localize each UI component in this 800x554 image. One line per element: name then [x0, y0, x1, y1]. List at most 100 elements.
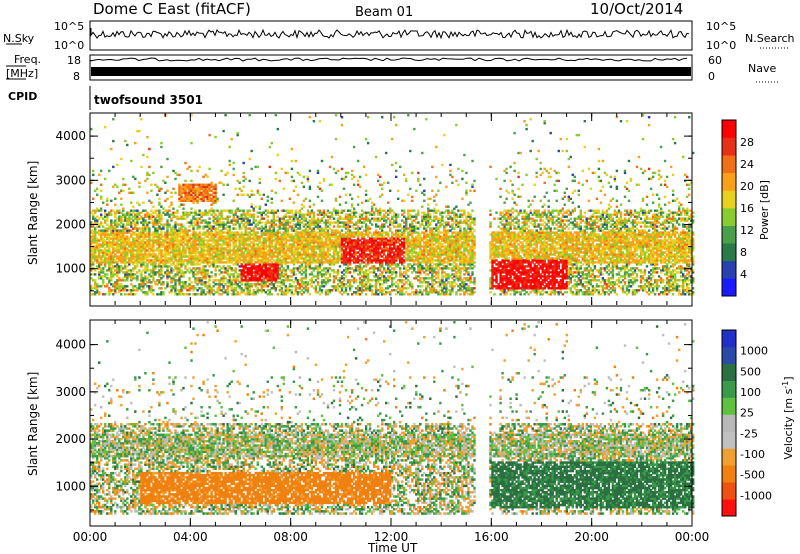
- power-cell: [194, 217, 197, 220]
- power-cell: [94, 279, 97, 282]
- power-cell: [262, 217, 265, 220]
- power-cell: [208, 133, 211, 137]
- power-cell: [94, 255, 97, 258]
- power-cell: [108, 241, 111, 244]
- power-cell: [114, 265, 117, 268]
- power-cell: [290, 289, 294, 292]
- power-cell: [114, 221, 117, 224]
- power-cell: [383, 181, 386, 184]
- power-cell: [134, 231, 137, 234]
- power-cell: [114, 269, 117, 272]
- power-cell: [98, 173, 101, 177]
- power-cell: [146, 135, 149, 139]
- power-cell: [98, 239, 101, 242]
- power-cell: [284, 209, 287, 212]
- power-cell: [112, 273, 115, 276]
- power-cell: [336, 169, 340, 173]
- power-cell: [112, 239, 115, 242]
- power-cell: [94, 233, 97, 236]
- power-cell: [92, 231, 95, 234]
- power-cell: [248, 157, 251, 161]
- power-cell: [106, 283, 109, 286]
- power-cell: [194, 231, 197, 234]
- power-cell: [364, 137, 368, 141]
- power-cell: [102, 243, 105, 246]
- power-cell: [387, 181, 390, 184]
- power-cell: [104, 233, 107, 236]
- power-cell: [348, 193, 352, 196]
- power-cell: [90, 257, 93, 260]
- power-cell: [316, 281, 320, 284]
- power-cell: [102, 283, 105, 286]
- power-cell: [312, 203, 316, 206]
- power-cell: [308, 169, 312, 173]
- power-cell: [314, 275, 318, 278]
- power-cell: [256, 189, 259, 192]
- power-cell: [112, 139, 115, 143]
- power-cell: [92, 249, 95, 252]
- power-cell: [318, 181, 322, 184]
- power-cell: [174, 191, 177, 194]
- power-cell: [102, 231, 105, 234]
- power-cell: [164, 287, 167, 290]
- power-cell: [356, 195, 360, 198]
- power-cell: [134, 141, 137, 145]
- power-cell: [94, 285, 97, 288]
- power-cell: [148, 165, 151, 169]
- power-cell: [302, 185, 306, 188]
- power-cell: [134, 265, 137, 268]
- power-cell: [114, 253, 117, 256]
- power-cell: [208, 217, 211, 220]
- power-cell: [393, 116, 396, 119]
- power-cell: [110, 233, 113, 236]
- power-cell: [290, 209, 294, 212]
- power-cell: [280, 287, 283, 290]
- power-cell: [224, 231, 227, 234]
- power-cell: [108, 243, 111, 246]
- power-cell: [134, 289, 137, 292]
- power-cell: [108, 239, 111, 242]
- power-cell: [100, 263, 103, 266]
- power-cell: [106, 245, 109, 248]
- power-cell: [116, 257, 119, 260]
- power-cell: [98, 251, 101, 254]
- power-cell: [160, 145, 163, 149]
- power-cell: [92, 253, 95, 256]
- power-cell: [110, 257, 113, 260]
- power-cell: [94, 227, 97, 230]
- power-cell: [100, 197, 103, 200]
- freq-unit-label: [MHz]: [6, 67, 38, 80]
- power-cell: [102, 279, 105, 282]
- power-cell: [98, 285, 101, 288]
- power-cell: [104, 251, 107, 254]
- power-cell: [110, 237, 113, 240]
- power-cell: [228, 145, 231, 149]
- power-cell: [108, 169, 111, 173]
- power-cell: [284, 285, 287, 288]
- power-cell: [96, 255, 99, 258]
- power-cell: [110, 225, 113, 228]
- power-cell: [98, 229, 101, 232]
- power-cell: [254, 247, 257, 250]
- power-cell: [116, 247, 119, 250]
- power-cell: [110, 219, 113, 222]
- power-cell: [108, 227, 111, 230]
- nsky-tick-top: 10^5: [54, 20, 84, 33]
- power-cell: [92, 251, 95, 254]
- power-cell: [322, 209, 326, 212]
- power-cell: [126, 285, 129, 288]
- power-cell: [224, 223, 227, 226]
- power-cell: [112, 209, 115, 212]
- power-cell: [172, 207, 175, 210]
- power-cell: [254, 219, 257, 222]
- power-cell: [234, 187, 237, 190]
- power-cell: [224, 247, 227, 250]
- power-cell: [110, 277, 113, 280]
- power-cell: [98, 267, 101, 270]
- power-cell: [110, 251, 113, 254]
- power-cell: [94, 189, 97, 192]
- power-cell: [116, 233, 119, 236]
- power-cell: [106, 197, 109, 200]
- power-cell: [164, 245, 167, 248]
- power-cell: [98, 293, 101, 296]
